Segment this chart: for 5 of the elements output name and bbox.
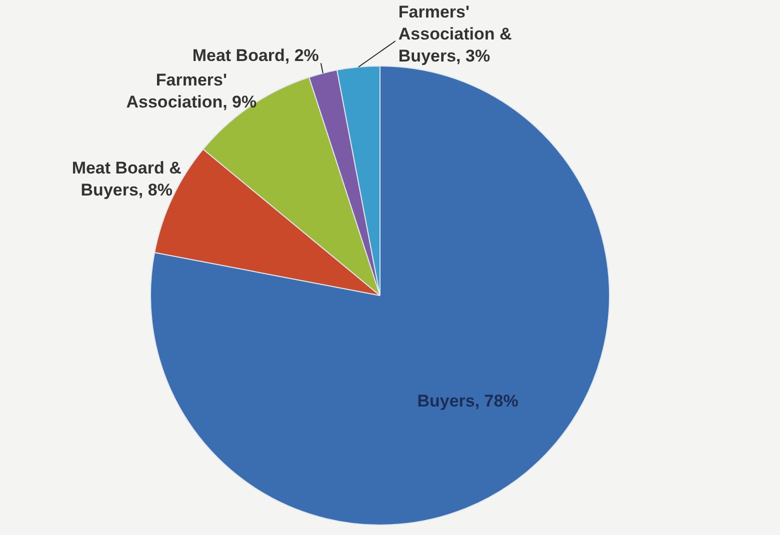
slice-label: Farmers' Association & Buyers, 3%: [398, 2, 512, 66]
slice-label: Farmers' Association, 9%: [126, 70, 257, 112]
slice-label: Meat Board, 2%: [192, 46, 319, 65]
slice-label: Meat Board & Buyers, 8%: [72, 158, 182, 200]
slice-label: Buyers, 78%: [417, 391, 518, 410]
